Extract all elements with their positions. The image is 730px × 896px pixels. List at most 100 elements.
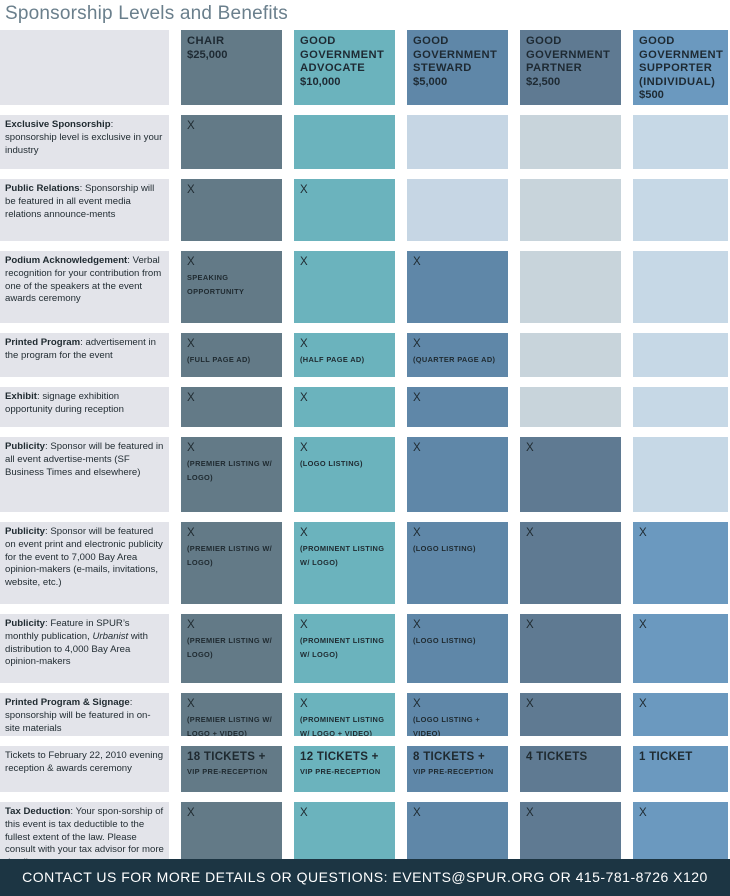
benefit-cell-supporter bbox=[633, 333, 728, 377]
benefit-cell-advocate: X (PROMINENT LISTING W/ LOGO) bbox=[294, 522, 395, 604]
benefit-note: (HALF PAGE AD) bbox=[300, 355, 365, 364]
benefit-note: (LOGO LISTING) bbox=[413, 544, 476, 553]
benefit-title: Exhibit bbox=[5, 391, 37, 402]
included-mark: X bbox=[413, 619, 421, 631]
included-mark: X bbox=[300, 807, 308, 819]
benefit-cell-advocate: X (LOGO LISTING) bbox=[294, 437, 395, 512]
level-name: GOOD GOVERNMENT SUPPORTER (INDIVIDUAL) bbox=[639, 35, 724, 88]
level-name: GOOD GOVERNMENT ADVOCATE bbox=[300, 35, 385, 74]
benefit-label: Public Relations: Sponsorship will be fe… bbox=[0, 179, 169, 241]
included-mark: X bbox=[526, 807, 534, 819]
benefit-description: Feature in SPUR’s monthly publication, bbox=[5, 618, 130, 642]
level-header-partner: GOOD GOVERNMENT PARTNER $2,500 bbox=[520, 30, 621, 105]
level-price: $10,000 bbox=[300, 75, 341, 88]
sponsorship-table: CHAIR $25,000 GOOD GOVERNMENT ADVOCATE $10,… bbox=[0, 30, 730, 890]
benefit-cell-partner bbox=[520, 333, 621, 377]
level-price: $25,000 bbox=[187, 48, 228, 61]
benefit-cell-partner: X bbox=[520, 614, 621, 683]
included-mark: X bbox=[300, 527, 308, 539]
included-mark: X bbox=[413, 256, 421, 268]
benefit-description: sponsorship level is exclusive in your i… bbox=[5, 131, 163, 156]
benefit-cell-advocate: 12 TICKETS + VIP PRE-RECEPTION bbox=[294, 746, 395, 792]
included-mark: X bbox=[300, 338, 308, 350]
included-mark: X bbox=[187, 120, 195, 132]
publication-name: Urbanist bbox=[92, 630, 129, 642]
benefit-title: Printed Program bbox=[5, 337, 81, 348]
benefit-cell-chair: X bbox=[181, 115, 282, 169]
included-mark: X bbox=[639, 698, 647, 710]
benefit-cell-advocate: X bbox=[294, 251, 395, 323]
level-price: $5,000 bbox=[413, 75, 448, 88]
benefit-cell-partner: 4 TICKETS bbox=[520, 746, 621, 792]
benefit-cell-chair: X (PREMIER LISTING W/ LOGO) bbox=[181, 614, 282, 683]
benefit-note: (LOGO LISTING) bbox=[413, 636, 476, 645]
benefit-cell-chair: X (PREMIER LISTING W/ LOGO) bbox=[181, 437, 282, 512]
level-price: $500 bbox=[639, 89, 664, 101]
benefit-cell-steward: X (QUARTER PAGE AD) bbox=[407, 333, 508, 377]
level-price: $2,500 bbox=[526, 75, 561, 88]
page-title: Sponsorship Levels and Benefits bbox=[5, 3, 288, 24]
benefit-cell-chair: X (PREMIER LISTING W/ LOGO) bbox=[181, 522, 282, 604]
benefit-cell-partner bbox=[520, 387, 621, 427]
included-mark: X bbox=[413, 807, 421, 819]
included-mark: X bbox=[187, 184, 195, 196]
benefit-cell-chair: X SPEAKING OPPORTUNITY bbox=[181, 251, 282, 323]
included-mark: X bbox=[187, 807, 195, 819]
benefit-label: Publicity: Feature in SPUR’s monthly pub… bbox=[0, 614, 169, 683]
benefit-cell-steward: X (LOGO LISTING + VIDEO) bbox=[407, 693, 508, 736]
ticket-count: 18 TICKETS + bbox=[187, 751, 266, 763]
benefit-cell-chair: X (PREMIER LISTING W/ LOGO + VIDEO) bbox=[181, 693, 282, 736]
level-header-advocate: GOOD GOVERNMENT ADVOCATE $10,000 bbox=[294, 30, 395, 105]
benefit-cell-partner bbox=[520, 115, 621, 169]
benefit-label: Printed Program & Signage: sponsorship w… bbox=[0, 693, 169, 736]
benefit-title: Public Relations bbox=[5, 183, 80, 194]
benefit-note: (PROMINENT LISTING W/ LOGO) bbox=[300, 636, 385, 659]
included-mark: X bbox=[187, 619, 195, 631]
benefit-note: SPEAKING OPPORTUNITY bbox=[187, 273, 245, 296]
included-mark: X bbox=[526, 619, 534, 631]
benefit-description: Verbal recognition for your contribution… bbox=[5, 255, 162, 305]
included-mark: X bbox=[639, 807, 647, 819]
benefit-title: Exclusive Sponsorship bbox=[5, 119, 111, 130]
benefit-cell-advocate: X bbox=[294, 387, 395, 427]
contact-footer: CONTACT US FOR MORE DETAILS OR QUESTIONS… bbox=[0, 859, 730, 896]
benefit-title: Printed Program & Signage bbox=[5, 697, 130, 708]
benefit-cell-supporter bbox=[633, 251, 728, 323]
included-mark: X bbox=[413, 442, 421, 454]
benefit-note: (PROMINENT LISTING W/ LOGO + VIDEO) bbox=[300, 715, 385, 736]
ticket-extra: VIP PRE-RECEPTION bbox=[187, 767, 268, 776]
included-mark: X bbox=[526, 442, 534, 454]
benefit-label: Publicity: Sponsor will be featured on e… bbox=[0, 522, 169, 604]
benefit-cell-chair: X bbox=[181, 387, 282, 427]
benefit-cell-chair: X (FULL PAGE AD) bbox=[181, 333, 282, 377]
benefit-cell-supporter: 1 TICKET bbox=[633, 746, 728, 792]
level-header-steward: GOOD GOVERNMENT STEWARD $5,000 bbox=[407, 30, 508, 105]
ticket-count: 1 TICKET bbox=[639, 751, 693, 763]
benefit-cell-supporter bbox=[633, 437, 728, 512]
included-mark: X bbox=[187, 698, 195, 710]
benefit-note: (PREMIER LISTING W/ LOGO + VIDEO) bbox=[187, 715, 273, 736]
included-mark: X bbox=[526, 698, 534, 710]
benefit-title: Publicity bbox=[5, 526, 45, 537]
level-header-chair: CHAIR $25,000 bbox=[181, 30, 282, 105]
included-mark: X bbox=[413, 338, 421, 350]
benefit-cell-steward bbox=[407, 179, 508, 241]
ticket-extra: VIP PRE-RECEPTION bbox=[413, 767, 494, 776]
benefit-cell-chair: 18 TICKETS + VIP PRE-RECEPTION bbox=[181, 746, 282, 792]
benefit-description-end: with distribution to 4,000 Bay Area opin… bbox=[5, 630, 148, 668]
benefit-cell-steward: X bbox=[407, 251, 508, 323]
benefit-cell-partner: X bbox=[520, 522, 621, 604]
benefit-cell-advocate: X (PROMINENT LISTING W/ LOGO + VIDEO) bbox=[294, 693, 395, 736]
benefit-description: Sponsor will be featured in all event ad… bbox=[5, 441, 164, 478]
benefit-title: Publicity bbox=[5, 618, 45, 629]
included-mark: X bbox=[300, 698, 308, 710]
ticket-count: 8 TICKETS + bbox=[413, 751, 485, 763]
benefit-description: advertisement in the program for the eve… bbox=[5, 337, 156, 361]
included-mark: X bbox=[300, 184, 308, 196]
benefit-cell-chair: X bbox=[181, 179, 282, 241]
benefit-cell-steward: X (LOGO LISTING) bbox=[407, 522, 508, 604]
level-header-supporter: GOOD GOVERNMENT SUPPORTER (INDIVIDUAL) $5… bbox=[633, 30, 728, 105]
included-mark: X bbox=[187, 256, 195, 268]
benefit-cell-supporter: X bbox=[633, 693, 728, 736]
benefit-description: Tickets to February 22, 2010 evening rec… bbox=[5, 750, 164, 774]
